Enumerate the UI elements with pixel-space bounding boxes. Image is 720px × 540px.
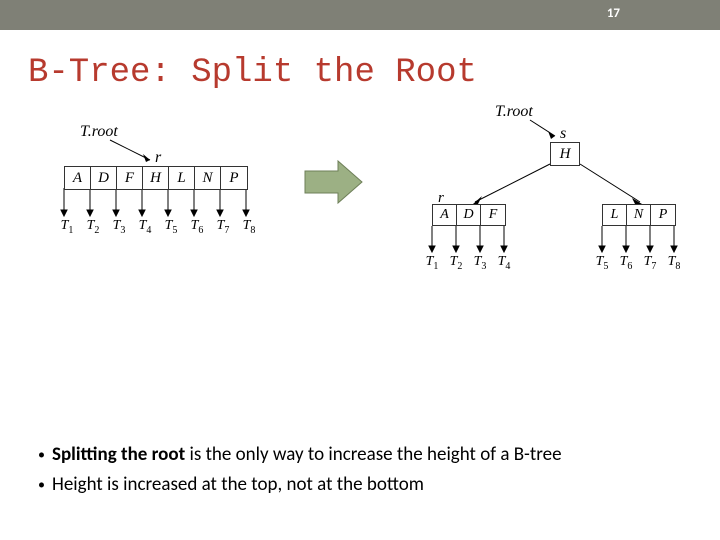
- new-root-node: H: [550, 142, 580, 166]
- key-cell: H: [143, 167, 169, 189]
- subtree-label: T8: [236, 218, 262, 236]
- bullet-bold: Splitting the root: [52, 443, 185, 466]
- r-label-left: r: [155, 149, 162, 166]
- troot-label-left: T.root: [80, 123, 118, 140]
- subtree-label: T5: [158, 218, 184, 236]
- bullet-item: • Splitting the root is the only way to …: [38, 442, 690, 468]
- bullet-text: Splitting the root is the only way to in…: [52, 442, 690, 468]
- diagram-area: T.root r A D F H L N P: [0, 102, 720, 382]
- subtree-label: T6: [614, 254, 638, 272]
- key-cell: F: [117, 167, 143, 189]
- right-left-subtrees: T1 T2 T3 T4: [420, 254, 516, 272]
- subtree-label: T8: [662, 254, 686, 272]
- page-number: 17: [607, 6, 620, 21]
- subtree-label: T3: [106, 218, 132, 236]
- subtree-label: T3: [468, 254, 492, 272]
- key-cell: D: [91, 167, 117, 189]
- key-cell: P: [651, 205, 675, 225]
- key-cell: L: [169, 167, 195, 189]
- bullet-rest: is the only way to increase the height o…: [185, 443, 561, 466]
- left-child-node: A D F: [432, 204, 506, 226]
- subtree-label: T7: [638, 254, 662, 272]
- svg-text:T.root: T.root: [495, 103, 533, 120]
- bullet-mark: •: [38, 472, 52, 498]
- subtree-label: T2: [80, 218, 106, 236]
- subtree-label: T7: [210, 218, 236, 236]
- right-right-subtrees: T5 T6 T7 T8: [590, 254, 686, 272]
- key-cell: L: [603, 205, 627, 225]
- left-tree-svg: T.root r: [50, 122, 290, 272]
- bullet-text: Height is increased at the top, not at t…: [52, 472, 690, 498]
- transform-arrow-icon: [300, 157, 370, 207]
- key-cell: A: [433, 205, 457, 225]
- slide-title: B-Tree: Split the Root: [28, 54, 720, 92]
- header-bar: 17: [0, 0, 720, 30]
- subtree-label: T1: [54, 218, 80, 236]
- key-cell: N: [627, 205, 651, 225]
- svg-text:s: s: [560, 125, 566, 142]
- subtree-label: T5: [590, 254, 614, 272]
- subtree-label: T1: [420, 254, 444, 272]
- key-cell: P: [221, 167, 247, 189]
- subtree-label: T6: [184, 218, 210, 236]
- subtree-label: T4: [132, 218, 158, 236]
- left-root-node: A D F H L N P: [64, 166, 248, 190]
- key-cell: A: [65, 167, 91, 189]
- bullet-mark: •: [38, 442, 52, 468]
- left-subtrees: T1 T2 T3 T4 T5 T6 T7 T8: [54, 218, 262, 236]
- right-child-node: L N P: [602, 204, 676, 226]
- bullet-item: • Height is increased at the top, not at…: [38, 472, 690, 498]
- subtree-label: T2: [444, 254, 468, 272]
- key-cell: H: [551, 143, 579, 165]
- key-cell: D: [457, 205, 481, 225]
- key-cell: N: [195, 167, 221, 189]
- subtree-label: T4: [492, 254, 516, 272]
- key-cell: F: [481, 205, 505, 225]
- bullet-list: • Splitting the root is the only way to …: [38, 442, 690, 497]
